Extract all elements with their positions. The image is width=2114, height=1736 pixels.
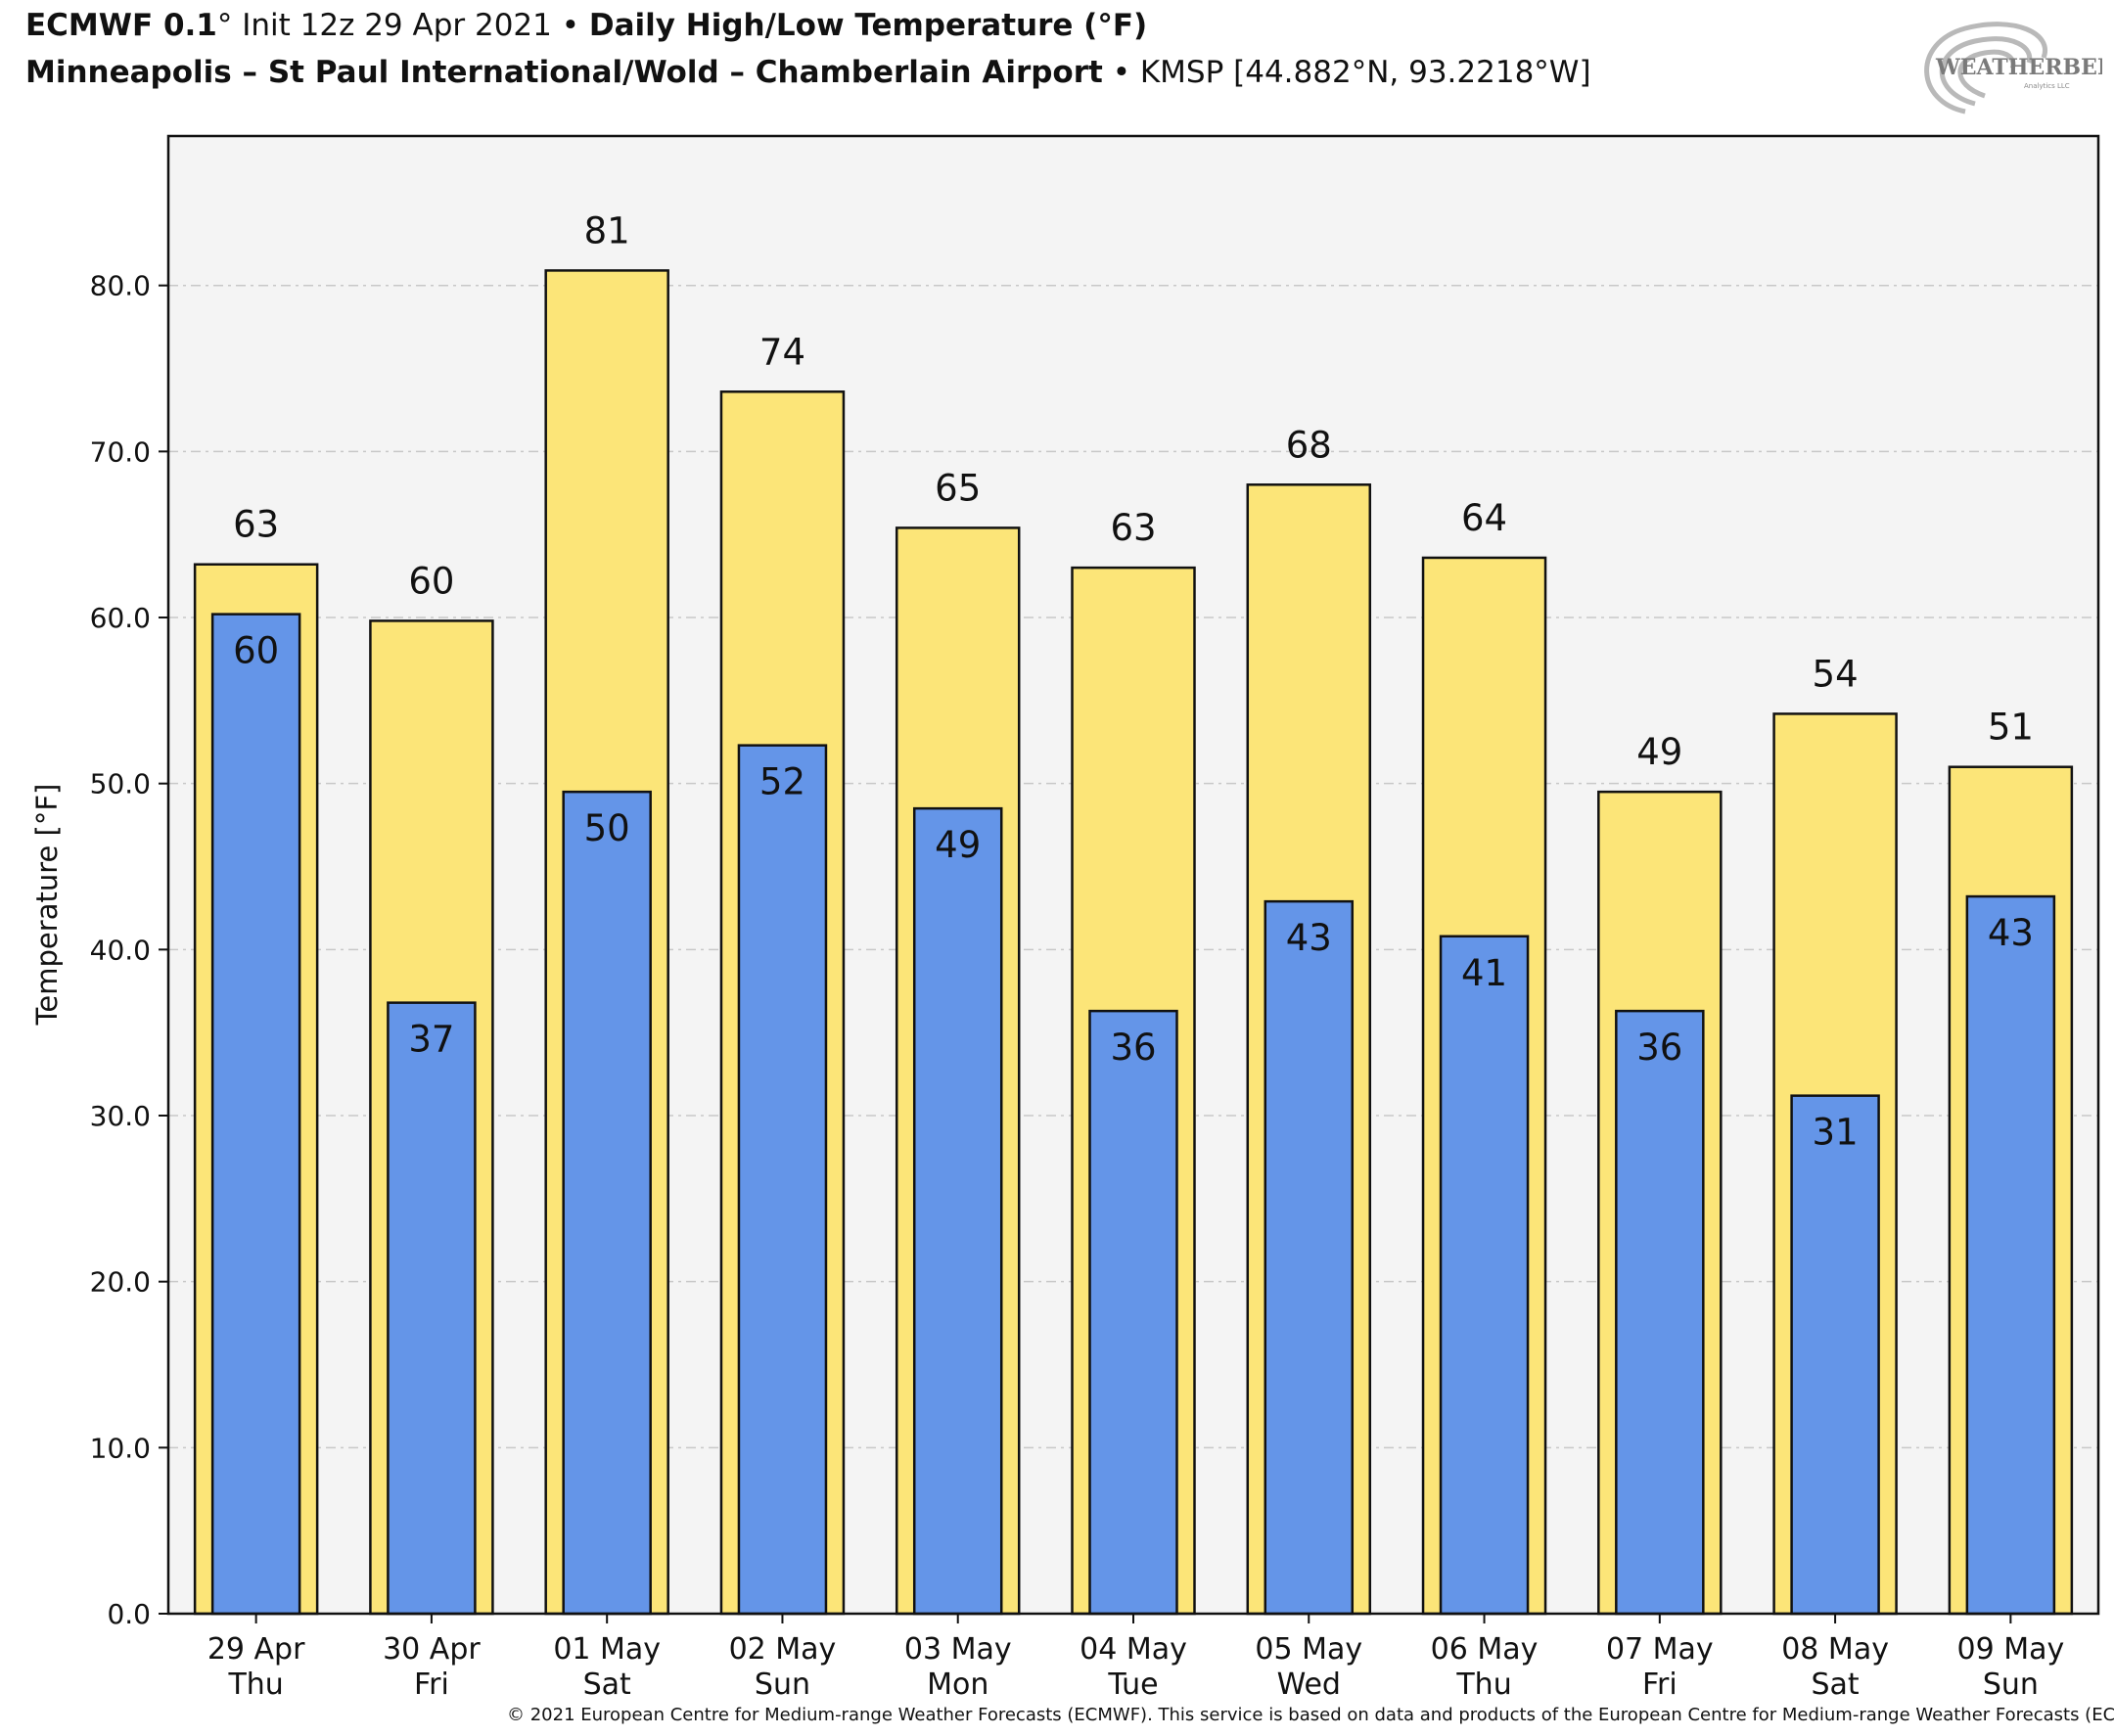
x-tick-date: 02 May <box>729 1632 837 1667</box>
x-tick-date: 04 May <box>1080 1632 1187 1667</box>
x-tick-date: 03 May <box>904 1632 1012 1667</box>
low-temp-bar <box>912 806 1003 1616</box>
y-tick-label: 60.0 <box>90 602 151 634</box>
low-temp-label: 36 <box>1110 1027 1156 1069</box>
high-temp-label: 60 <box>408 560 454 602</box>
x-tick-day: Sun <box>755 1667 810 1702</box>
low-temp-label: 43 <box>1286 917 1332 959</box>
low-temp-bar <box>1615 1009 1705 1616</box>
hdr2-part-0: Minneapolis – St Paul International/Wold… <box>25 55 1103 90</box>
low-temp-bar <box>210 613 301 1616</box>
copyright-footer: © 2021 European Centre for Medium-range … <box>507 1705 2114 1725</box>
low-temp-label: 52 <box>759 761 805 803</box>
x-tick-date: 06 May <box>1431 1632 1539 1667</box>
high-temp-label: 64 <box>1461 497 1507 539</box>
y-tick-label: 70.0 <box>90 435 151 468</box>
low-temp-bar <box>387 1001 477 1616</box>
low-temp-label: 50 <box>584 807 630 849</box>
y-axis-label: Temperature [°F] <box>30 784 64 1027</box>
x-tick-day: Wed <box>1277 1667 1341 1702</box>
low-temp-label: 41 <box>1461 952 1507 994</box>
x-tick-date: 05 May <box>1255 1632 1362 1667</box>
high-temp-label: 81 <box>584 209 630 251</box>
low-temp-bar <box>1088 1009 1178 1616</box>
x-tick-day: Fri <box>414 1667 449 1702</box>
x-tick-date: 08 May <box>1781 1632 1889 1667</box>
hdr1-part-3: Daily High/Low Temperature (°F) <box>588 8 1148 43</box>
y-tick-label: 80.0 <box>90 270 151 302</box>
y-tick-label: 30.0 <box>90 1100 151 1132</box>
low-temp-label: 60 <box>233 630 279 672</box>
x-tick-day: Thu <box>227 1667 283 1702</box>
high-temp-label: 51 <box>1988 707 2034 749</box>
y-tick-label: 20.0 <box>90 1266 151 1299</box>
high-temp-label: 74 <box>759 331 805 373</box>
x-tick-day: Thu <box>1455 1667 1511 1702</box>
chart-header-line-2: Minneapolis – St Paul International/Wold… <box>25 55 1591 90</box>
x-tick-date: 01 May <box>553 1632 661 1667</box>
x-tick-day: Sat <box>1811 1667 1859 1702</box>
x-tick-date: 09 May <box>1956 1632 2064 1667</box>
low-temp-label: 49 <box>935 824 981 866</box>
y-tick-label: 0.0 <box>107 1598 151 1630</box>
y-tick-label: 40.0 <box>90 934 151 966</box>
low-temp-bar <box>1790 1094 1880 1616</box>
weatherbell-logo: WEATHERBELL Analytics LLC <box>1924 22 2102 114</box>
x-tick-day: Sun <box>1983 1667 2039 1702</box>
high-temp-label: 63 <box>1110 507 1156 549</box>
logo-text: WEATHERBELL <box>1935 55 2102 80</box>
x-tick-day: Fri <box>1642 1667 1677 1702</box>
low-temp-label: 43 <box>1988 912 2034 954</box>
low-temp-label: 31 <box>1813 1112 1859 1154</box>
chart-header-line-1: ECMWF 0.1° Init 12z 29 Apr 2021 • Daily … <box>25 8 1147 43</box>
plot-frame <box>166 134 2100 1616</box>
low-temp-bar <box>1965 894 2056 1616</box>
y-tick-label: 10.0 <box>90 1432 151 1464</box>
high-temp-label: 65 <box>935 467 981 509</box>
x-tick-day: Sat <box>583 1667 631 1702</box>
x-tick-date: 07 May <box>1606 1632 1714 1667</box>
low-temp-label: 36 <box>1636 1027 1682 1069</box>
low-temp-bar <box>737 744 828 1616</box>
high-temp-label: 54 <box>1813 653 1859 695</box>
high-temp-label: 68 <box>1286 424 1332 466</box>
high-temp-label: 63 <box>233 504 279 546</box>
x-tick-day: Mon <box>927 1667 988 1702</box>
low-temp-bar <box>1264 899 1355 1616</box>
low-temp-label: 37 <box>408 1019 454 1061</box>
high-temp-label: 49 <box>1636 731 1682 773</box>
low-temp-bar <box>562 790 652 1616</box>
x-tick-date: 29 Apr <box>207 1632 305 1667</box>
x-tick-date: 30 Apr <box>383 1632 481 1667</box>
x-tick-day: Tue <box>1107 1667 1158 1702</box>
logo-subtext: Analytics LLC <box>2024 82 2070 90</box>
hdr1-part-1: ° Init 12z 29 Apr 2021 <box>216 8 562 43</box>
hdr1-part-2: • <box>561 8 589 43</box>
low-temp-bar <box>1439 935 1530 1616</box>
hdr1-part-0: ECMWF 0.1 <box>25 8 217 43</box>
y-tick-label: 50.0 <box>90 768 151 800</box>
hdr2-part-1: • KMSP [44.882°N, 93.2218°W] <box>1102 55 1591 90</box>
